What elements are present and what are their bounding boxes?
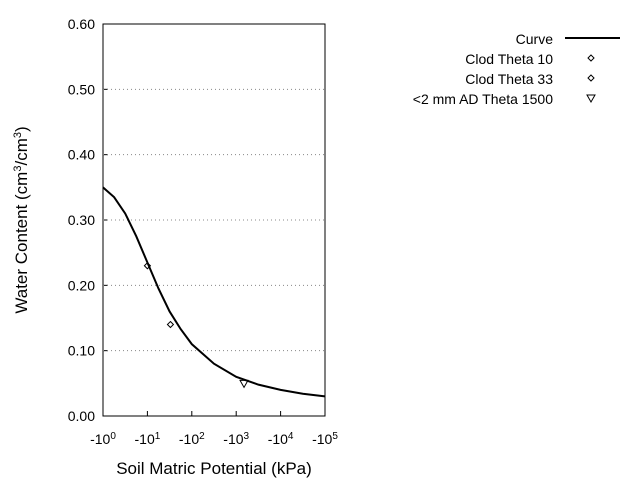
x-tick-base: -10 [312, 431, 332, 447]
x-tick-label: -101 [135, 431, 161, 448]
y-label-superscript: 3 [12, 166, 24, 172]
y-tick-label: 0.40 [68, 147, 95, 163]
x-tick-label: -102 [179, 431, 205, 448]
point [143, 262, 152, 270]
y-label-part: /cm [12, 138, 31, 165]
x-tick-base: -10 [90, 431, 110, 447]
y-tick-label: 0.50 [68, 81, 95, 97]
x-tick-label: -104 [268, 431, 294, 448]
legend-marker [587, 54, 595, 62]
point [239, 379, 249, 389]
y-tick-label: 0.00 [68, 408, 95, 424]
x-tick-exponent: 0 [110, 431, 116, 442]
legend-label: Clod Theta 33 [465, 71, 553, 87]
x-tick-exponent: 5 [332, 431, 338, 442]
y-label-part: ) [12, 126, 31, 132]
y-tick-label: 0.10 [68, 343, 95, 359]
y-tick-label: 0.20 [68, 277, 95, 293]
x-tick-exponent: 1 [155, 431, 161, 442]
legend-marker [587, 74, 595, 82]
legend-label: <2 mm AD Theta 1500 [413, 91, 553, 107]
x-tick-base: -10 [268, 431, 288, 447]
x-tick-exponent: 4 [288, 431, 294, 442]
y-label-part: Water Content (cm [12, 172, 31, 314]
point [166, 320, 175, 329]
legend-marker [586, 94, 596, 104]
y-tick-label: 0.30 [68, 212, 95, 228]
curve [102, 186, 326, 398]
y-label-superscript: 3 [12, 132, 24, 138]
x-tick-base: -10 [179, 431, 199, 447]
x-tick-label: -100 [90, 431, 116, 448]
x-tick-label: -105 [312, 431, 338, 448]
legend-label: Clod Theta 10 [465, 51, 553, 67]
x-tick-base: -10 [223, 431, 243, 447]
x-axis-label: Soil Matric Potential (kPa) [116, 459, 312, 478]
x-tick-label: -103 [223, 431, 249, 448]
y-axis-label: Water Content (cm3/cm3) [12, 126, 31, 313]
x-tick-base: -10 [135, 431, 155, 447]
x-tick-exponent: 2 [199, 431, 205, 442]
x-tick-exponent: 3 [244, 431, 250, 442]
y-tick-label: 0.60 [68, 16, 95, 32]
legend-label: Curve [516, 31, 554, 47]
